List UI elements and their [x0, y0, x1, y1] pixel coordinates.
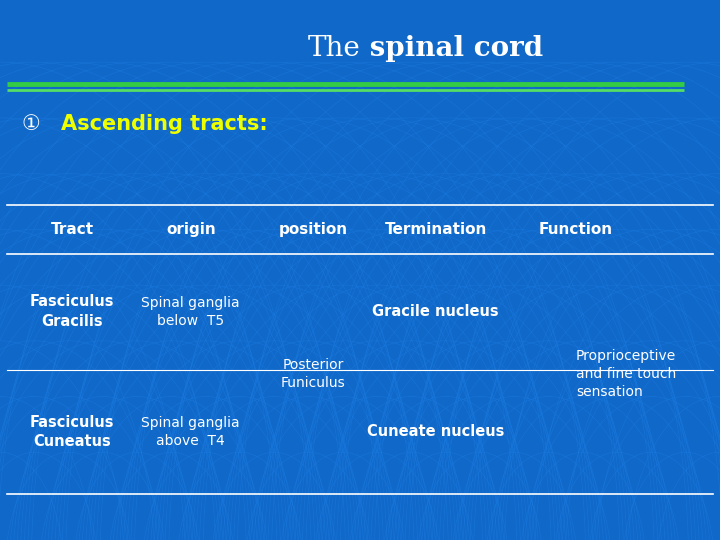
Text: Termination: Termination: [384, 222, 487, 237]
Text: The: The: [307, 35, 360, 62]
Text: spinal cord: spinal cord: [360, 35, 543, 62]
Text: Ascending tracts:: Ascending tracts:: [61, 114, 268, 134]
Text: Fasciculus
Gracilis: Fasciculus Gracilis: [30, 294, 114, 329]
Text: origin: origin: [166, 222, 216, 237]
Text: Gracile nucleus: Gracile nucleus: [372, 305, 499, 319]
Text: Proprioceptive
and fine touch
sensation: Proprioceptive and fine touch sensation: [576, 348, 676, 400]
Text: Posterior
Funiculus: Posterior Funiculus: [281, 357, 346, 390]
Text: Spinal ganglia
above  T4: Spinal ganglia above T4: [142, 416, 240, 448]
Text: Spinal ganglia
below  T5: Spinal ganglia below T5: [142, 296, 240, 328]
Text: Tract: Tract: [50, 222, 94, 237]
Text: Function: Function: [539, 222, 613, 237]
Text: ①: ①: [22, 114, 40, 134]
Text: Fasciculus
Cuneatus: Fasciculus Cuneatus: [30, 415, 114, 449]
Text: Cuneate nucleus: Cuneate nucleus: [367, 424, 504, 440]
Text: position: position: [279, 222, 348, 237]
